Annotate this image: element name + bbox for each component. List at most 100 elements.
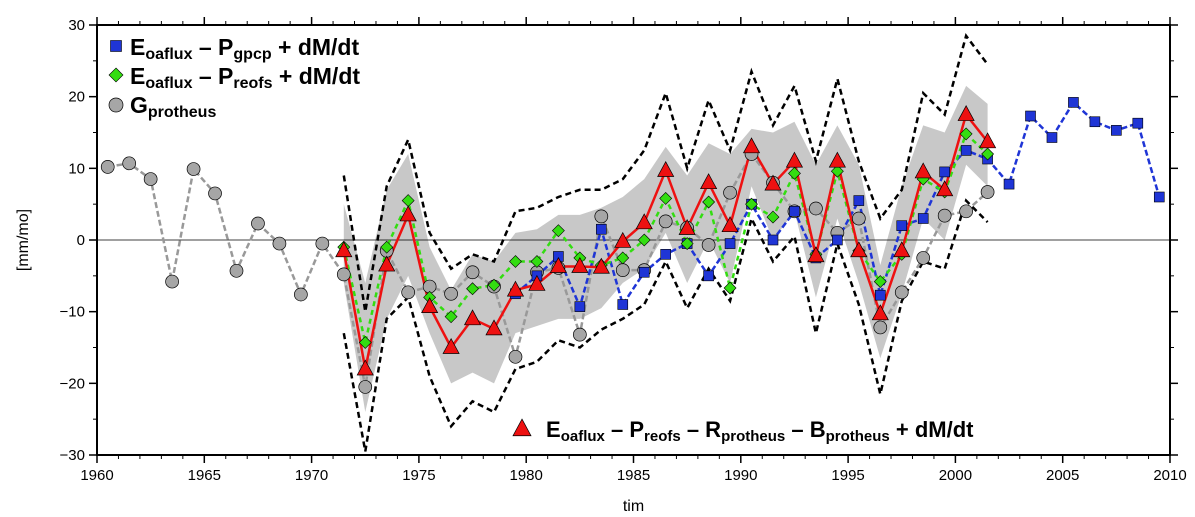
- data-point-gpcp: [1003, 178, 1015, 190]
- data-point-reofs: [659, 192, 673, 205]
- data-point-residual: [635, 213, 653, 230]
- data-point-residual: [957, 105, 975, 121]
- data-point-residual: [979, 132, 997, 149]
- data-point-residual: [721, 216, 739, 233]
- data-point-reofs: [873, 275, 887, 288]
- legend-entry-residual: Eoaflux – Preofs – Rprotheus – Bprotheus…: [546, 417, 974, 445]
- legend-subscript: oaflux: [145, 75, 192, 92]
- legend-subscript: reofs: [233, 75, 272, 92]
- data-point-protheus: [251, 216, 265, 231]
- data-point-gpcp: [1025, 110, 1036, 122]
- data-point-protheus: [894, 285, 909, 300]
- data-point-protheus: [465, 265, 480, 280]
- legend-text-part: – P: [192, 34, 233, 60]
- data-point-gpcp: [960, 145, 972, 156]
- legend-subscript: reofs: [644, 428, 681, 445]
- legend-subscript: protheus: [148, 104, 217, 121]
- y-tick-label: −10: [60, 304, 85, 321]
- data-point-reofs: [509, 255, 522, 268]
- data-point-protheus: [980, 185, 995, 199]
- data-point-protheus: [208, 186, 222, 201]
- data-point-gpcp: [703, 270, 714, 282]
- data-point-protheus: [959, 204, 973, 219]
- series-layer: [100, 97, 1165, 394]
- data-point-protheus: [143, 172, 158, 186]
- data-point-protheus: [851, 211, 866, 226]
- data-point-gpcp: [638, 266, 650, 278]
- data-point-protheus: [701, 238, 716, 252]
- data-point-reofs: [830, 164, 844, 178]
- data-point-residual: [356, 359, 374, 376]
- data-point-protheus: [723, 185, 737, 200]
- data-point-gpcp: [896, 220, 908, 231]
- data-point-residual: [700, 173, 718, 190]
- data-point-protheus: [873, 320, 888, 335]
- legend-subscript: oaflux: [145, 46, 192, 63]
- data-point-protheus: [100, 160, 115, 174]
- data-point-residual: [657, 160, 675, 177]
- data-point-protheus: [401, 285, 416, 300]
- data-point-residual: [936, 180, 954, 197]
- legend-entry-gpcp: Eoaflux – Pgpcp + dM/dt: [130, 34, 359, 63]
- data-point-reofs: [530, 255, 544, 268]
- y-tick-label: 0: [77, 232, 85, 249]
- data-point-gpcp: [939, 166, 950, 178]
- data-point-reofs: [616, 251, 630, 265]
- data-point-residual: [421, 297, 439, 313]
- legend-text-part: + dM/dt: [272, 34, 360, 60]
- data-point-protheus: [937, 208, 952, 223]
- data-point-protheus: [508, 349, 523, 364]
- y-tick-label: −20: [60, 375, 85, 392]
- data-point-reofs: [723, 281, 737, 295]
- legend-text-part: – R: [681, 417, 721, 442]
- data-point-residual: [850, 241, 868, 258]
- y-tick-label: 10: [68, 160, 85, 177]
- data-point-residual: [893, 241, 911, 258]
- data-point-gpcp: [832, 234, 843, 246]
- y-tick-label: 30: [68, 17, 85, 34]
- data-point-reofs: [745, 197, 758, 211]
- legend-marker-protheus: [108, 97, 124, 113]
- data-point-gpcp: [917, 213, 929, 224]
- data-point-residual: [399, 205, 417, 222]
- series-markers-residual: [335, 105, 997, 376]
- x-tick-label: 1990: [724, 467, 757, 484]
- data-point-reofs: [788, 166, 801, 180]
- data-point-protheus: [658, 214, 673, 229]
- data-point-protheus: [809, 201, 823, 216]
- data-point-reofs: [444, 310, 458, 324]
- data-point-residual: [678, 218, 696, 235]
- legend-text-part: E: [130, 63, 145, 89]
- data-point-protheus: [165, 274, 179, 289]
- data-point-gpcp: [617, 299, 629, 310]
- legend-subscript: oaflux: [561, 428, 606, 445]
- data-point-gpcp: [1111, 125, 1122, 136]
- data-point-gpcp: [596, 223, 607, 235]
- y-axis-label: [mm/mo]: [15, 209, 32, 271]
- legend-marker-reofs: [108, 67, 124, 83]
- data-point-gpcp: [724, 238, 736, 249]
- data-point-residual: [506, 280, 525, 297]
- axes-layer: 1960 1965 1970 1975 1980 1985 1990 1995 2000 2005…: [60, 17, 1187, 484]
- data-point-reofs: [766, 210, 780, 224]
- x-tick-label: 1980: [510, 467, 543, 484]
- x-tick-label: 1975: [402, 467, 435, 484]
- data-point-protheus: [572, 327, 587, 342]
- bounds-layer: [342, 33, 989, 452]
- uncertainty-band-layer: [343, 85, 988, 413]
- data-point-protheus: [315, 236, 330, 251]
- data-point-residual: [442, 337, 460, 354]
- data-point-residual: [785, 151, 804, 168]
- data-point-gpcp: [1153, 191, 1165, 203]
- legend-text-part: – P: [192, 63, 233, 89]
- data-point-protheus: [916, 251, 931, 265]
- data-point-residual: [335, 241, 353, 258]
- data-point-reofs: [487, 278, 501, 292]
- legend-entry-protheus: Gprotheus: [130, 92, 216, 121]
- data-point-residual: [764, 174, 782, 191]
- legend-marker-gpcp: [110, 40, 122, 52]
- data-point-gpcp: [1068, 97, 1079, 108]
- data-point-gpcp: [1046, 132, 1058, 143]
- legend-subscript: protheus: [826, 428, 890, 445]
